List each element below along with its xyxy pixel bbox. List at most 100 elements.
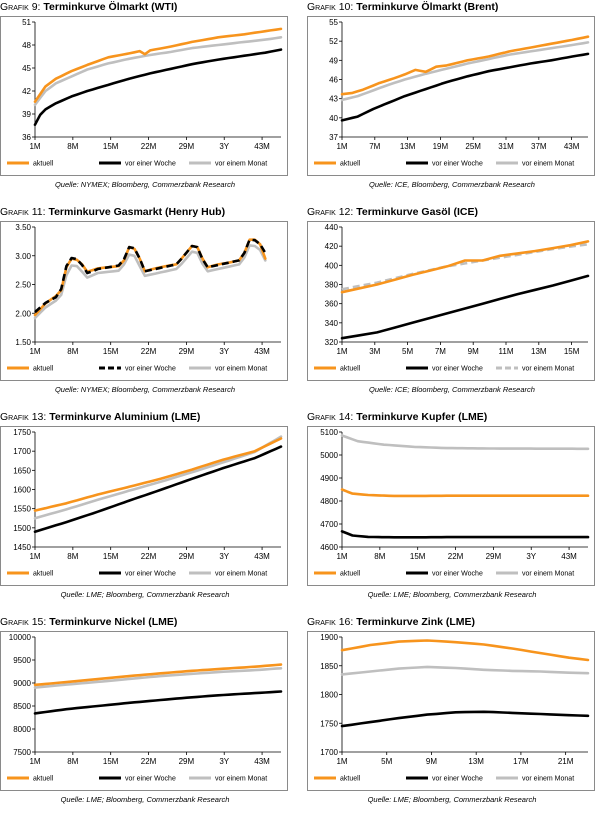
chart-label: Grafik bbox=[307, 411, 336, 423]
y-tick-label: 4900 bbox=[320, 474, 338, 483]
x-tick-label: 29M bbox=[179, 552, 195, 561]
x-tick-label: 29M bbox=[179, 347, 195, 356]
x-tick-label: 11M bbox=[499, 347, 514, 356]
chart-title-text: Terminkurve Aluminium (LME) bbox=[49, 411, 201, 423]
chart-frame: 1700 1750 1800 1850 1900 1M 5M 9M 13M 17M 21M aktue… bbox=[307, 631, 595, 791]
legend: aktuell vor einer Woche vor einem Monat bbox=[314, 776, 574, 783]
chart-frame: 4600 4700 4800 4900 5000 5100 1M 8M 15M 22M 29M 3Y 4… bbox=[307, 426, 595, 586]
chart-source: Quelle: LME; Bloomberg, Commerzbank Rese… bbox=[60, 795, 230, 804]
legend: aktuell vor einer Woche vor einem Monat bbox=[7, 161, 267, 168]
x-tick-label: 8M bbox=[67, 142, 78, 151]
series-line-aktuell bbox=[340, 488, 590, 498]
chart-title: Grafik 14: Terminkurve Kupfer (LME) bbox=[307, 411, 488, 423]
y-tick-label: 55 bbox=[329, 18, 338, 27]
series-line-woche bbox=[33, 48, 283, 126]
chart-source: Quelle: ICE, Bloomberg, Commerzbank Rese… bbox=[369, 180, 535, 189]
chart-title-text: Terminkurve Gasöl (ICE) bbox=[356, 206, 478, 218]
legend-label-woche: vor einer Woche bbox=[432, 366, 483, 373]
x-tick-label: 43M bbox=[254, 347, 270, 356]
legend-label-woche: vor einer Woche bbox=[125, 366, 176, 373]
x-tick-label: 15M bbox=[103, 552, 119, 561]
chart-number: 14 bbox=[338, 411, 351, 423]
chart-panel-g16: Grafik 16: Terminkurve Zink (LME) 1700 17… bbox=[307, 615, 597, 815]
series-line-monat bbox=[33, 244, 267, 320]
x-tick-label: 8M bbox=[67, 552, 78, 561]
y-tick-label: 320 bbox=[325, 338, 339, 347]
y-tick-label: 4800 bbox=[320, 497, 338, 506]
chart-panel-g10: Grafik 10: Terminkurve Ölmarkt (Brent) 3… bbox=[307, 0, 597, 200]
chart-title: Grafik 16: Terminkurve Zink (LME) bbox=[307, 616, 476, 628]
legend-label-woche: vor einer Woche bbox=[125, 776, 176, 783]
x-tick-label: 43M bbox=[254, 552, 270, 561]
y-tick-label: 9500 bbox=[13, 656, 31, 665]
series-line-aktuell bbox=[340, 35, 590, 96]
series-line-aktuell bbox=[340, 240, 590, 294]
legend-label-woche: vor einer Woche bbox=[432, 161, 483, 168]
chart-frame: 1.50 2.00 2.50 3.00 3.50 1M 8M 15M 22M 29M 3Y 43M ak… bbox=[0, 221, 288, 381]
x-tick-label: 29M bbox=[486, 552, 502, 561]
y-tick-label: 45 bbox=[22, 64, 31, 73]
x-tick-label: 13M bbox=[400, 142, 416, 151]
chart-number: 9 bbox=[31, 1, 38, 13]
chart-title-text: Terminkurve Kupfer (LME) bbox=[356, 411, 488, 423]
legend-label-aktuell: aktuell bbox=[33, 571, 54, 578]
series-line-woche bbox=[340, 710, 590, 728]
legend: aktuell vor einer Woche vor einem Monat bbox=[314, 571, 574, 578]
x-tick-label: 1M bbox=[336, 347, 347, 356]
chart-number: 15 bbox=[31, 616, 44, 628]
x-tick-label: 8M bbox=[374, 552, 385, 561]
chart-g13: 1450 1500 1550 1600 1650 1700 1750 1M 8M 15M 22M 29… bbox=[7, 428, 283, 578]
x-tick-label: 22M bbox=[141, 347, 157, 356]
x-tick-label: 13M bbox=[468, 757, 484, 766]
x-tick-label: 5M bbox=[402, 347, 413, 356]
series-line-monat bbox=[33, 667, 283, 689]
x-tick-label: 1M bbox=[29, 142, 40, 151]
legend-label-monat: vor einem Monat bbox=[215, 776, 267, 783]
chart-g11: 1.50 2.00 2.50 3.00 3.50 1M 8M 15M 22M 29M 3Y 43M ak… bbox=[7, 223, 281, 373]
chart-source: Quelle: NYMEX; Bloomberg, Commerzbank Re… bbox=[54, 385, 236, 394]
y-tick-label: 1550 bbox=[13, 505, 31, 514]
y-tick-label: 8000 bbox=[13, 725, 31, 734]
chart-label: Grafik bbox=[0, 1, 29, 13]
x-tick-label: 3Y bbox=[219, 347, 229, 356]
y-tick-label: 380 bbox=[325, 281, 339, 290]
x-tick-label: 9M bbox=[426, 757, 437, 766]
x-tick-label: 7M bbox=[435, 347, 446, 356]
legend: aktuell vor einer Woche vor einem Monat bbox=[314, 161, 574, 168]
x-tick-label: 7M bbox=[369, 142, 380, 151]
chart-source: Quelle: LME; Bloomberg, Commerzbank Rese… bbox=[367, 590, 537, 599]
y-tick-label: 1650 bbox=[13, 466, 31, 475]
chart-g10: 37 40 43 46 49 52 55 1M 7M 13M 19M 25M 31M 37M 43M aktu… bbox=[314, 18, 590, 168]
chart-title: Grafik 13: Terminkurve Aluminium (LME) bbox=[0, 411, 201, 423]
y-tick-label: 49 bbox=[329, 56, 338, 65]
x-tick-label: 43M bbox=[254, 142, 270, 151]
x-tick-label: 15M bbox=[410, 552, 426, 561]
x-tick-label: 8M bbox=[67, 347, 78, 356]
chart-title: Grafik 12: Terminkurve Gasöl (ICE) bbox=[307, 206, 478, 218]
series-line-aktuell bbox=[340, 639, 590, 662]
chart-g16: 1700 1750 1800 1850 1900 1M 5M 9M 13M 17M 21M aktue… bbox=[314, 633, 590, 783]
chart-panel-g15: Grafik 15: Terminkurve Nickel (LME) 7500… bbox=[0, 615, 290, 815]
x-tick-label: 31M bbox=[498, 142, 514, 151]
chart-g14: 4600 4700 4800 4900 5000 5100 1M 8M 15M 22M 29M 3Y 4… bbox=[314, 428, 590, 578]
x-tick-label: 1M bbox=[29, 347, 40, 356]
chart-source: Quelle: LME; Bloomberg, Commerzbank Rese… bbox=[367, 795, 537, 804]
chart-source: Quelle: ICE; Bloomberg, Commerzbank Rese… bbox=[369, 385, 535, 394]
x-tick-label: 15M bbox=[564, 347, 580, 356]
x-tick-label: 22M bbox=[141, 142, 157, 151]
x-tick-label: 43M bbox=[561, 552, 577, 561]
y-tick-label: 5000 bbox=[320, 451, 338, 460]
legend-label-aktuell: aktuell bbox=[340, 366, 361, 373]
chart-label: Grafik bbox=[307, 1, 336, 13]
chart-title-text: Terminkurve Gasmarkt (Henry Hub) bbox=[48, 206, 226, 218]
y-tick-label: 51 bbox=[22, 18, 31, 27]
x-tick-label: 29M bbox=[179, 757, 195, 766]
chart-title-text: Terminkurve Zink (LME) bbox=[356, 616, 476, 628]
chart-panel-g14: Grafik 14: Terminkurve Kupfer (LME) 4600… bbox=[307, 410, 597, 610]
y-tick-label: 48 bbox=[22, 41, 31, 50]
x-tick-label: 5M bbox=[381, 757, 392, 766]
x-tick-label: 29M bbox=[179, 142, 195, 151]
series-line-woche bbox=[340, 52, 590, 122]
x-tick-label: 43M bbox=[254, 757, 270, 766]
legend-label-aktuell: aktuell bbox=[340, 571, 361, 578]
